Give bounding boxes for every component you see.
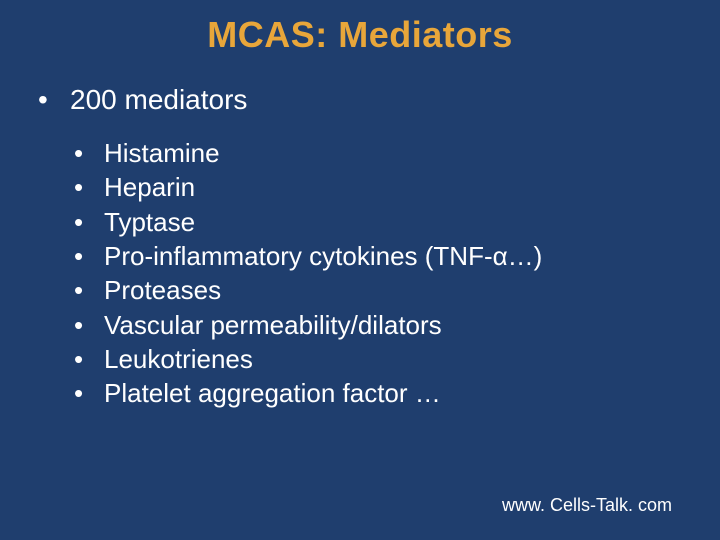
- bullet-icon: •: [74, 273, 104, 307]
- slide-title: MCAS: Mediators: [0, 0, 720, 56]
- main-list-item: •200 mediators: [38, 84, 720, 116]
- bullet-icon: •: [74, 205, 104, 239]
- bullet-icon: •: [74, 170, 104, 204]
- list-item: •Proteases: [74, 273, 720, 307]
- list-item: •Heparin: [74, 170, 720, 204]
- list-item-text: Proteases: [104, 275, 221, 305]
- sub-list: •Histamine •Heparin •Typtase •Pro-inflam…: [74, 136, 720, 411]
- list-item-text: Vascular permeability/dilators: [104, 310, 442, 340]
- bullet-icon: •: [74, 136, 104, 170]
- main-item-text: 200 mediators: [70, 84, 247, 115]
- list-item: •Histamine: [74, 136, 720, 170]
- bullet-icon: •: [38, 84, 70, 116]
- list-item-text: Histamine: [104, 138, 220, 168]
- list-item-text: Typtase: [104, 207, 195, 237]
- list-item: •Platelet aggregation factor …: [74, 376, 720, 410]
- list-item: •Vascular permeability/dilators: [74, 308, 720, 342]
- list-item-text: Heparin: [104, 172, 195, 202]
- bullet-icon: •: [74, 239, 104, 273]
- list-item-text: Platelet aggregation factor …: [104, 378, 441, 408]
- bullet-icon: •: [74, 308, 104, 342]
- bullet-icon: •: [74, 342, 104, 376]
- list-item: •Leukotrienes: [74, 342, 720, 376]
- list-item: •Pro-inflammatory cytokines (TNF-α…): [74, 239, 720, 273]
- footer-url: www. Cells-Talk. com: [502, 495, 672, 516]
- list-item: •Typtase: [74, 205, 720, 239]
- bullet-icon: •: [74, 376, 104, 410]
- list-item-text: Leukotrienes: [104, 344, 253, 374]
- list-item-text: Pro-inflammatory cytokines (TNF-α…): [104, 241, 542, 271]
